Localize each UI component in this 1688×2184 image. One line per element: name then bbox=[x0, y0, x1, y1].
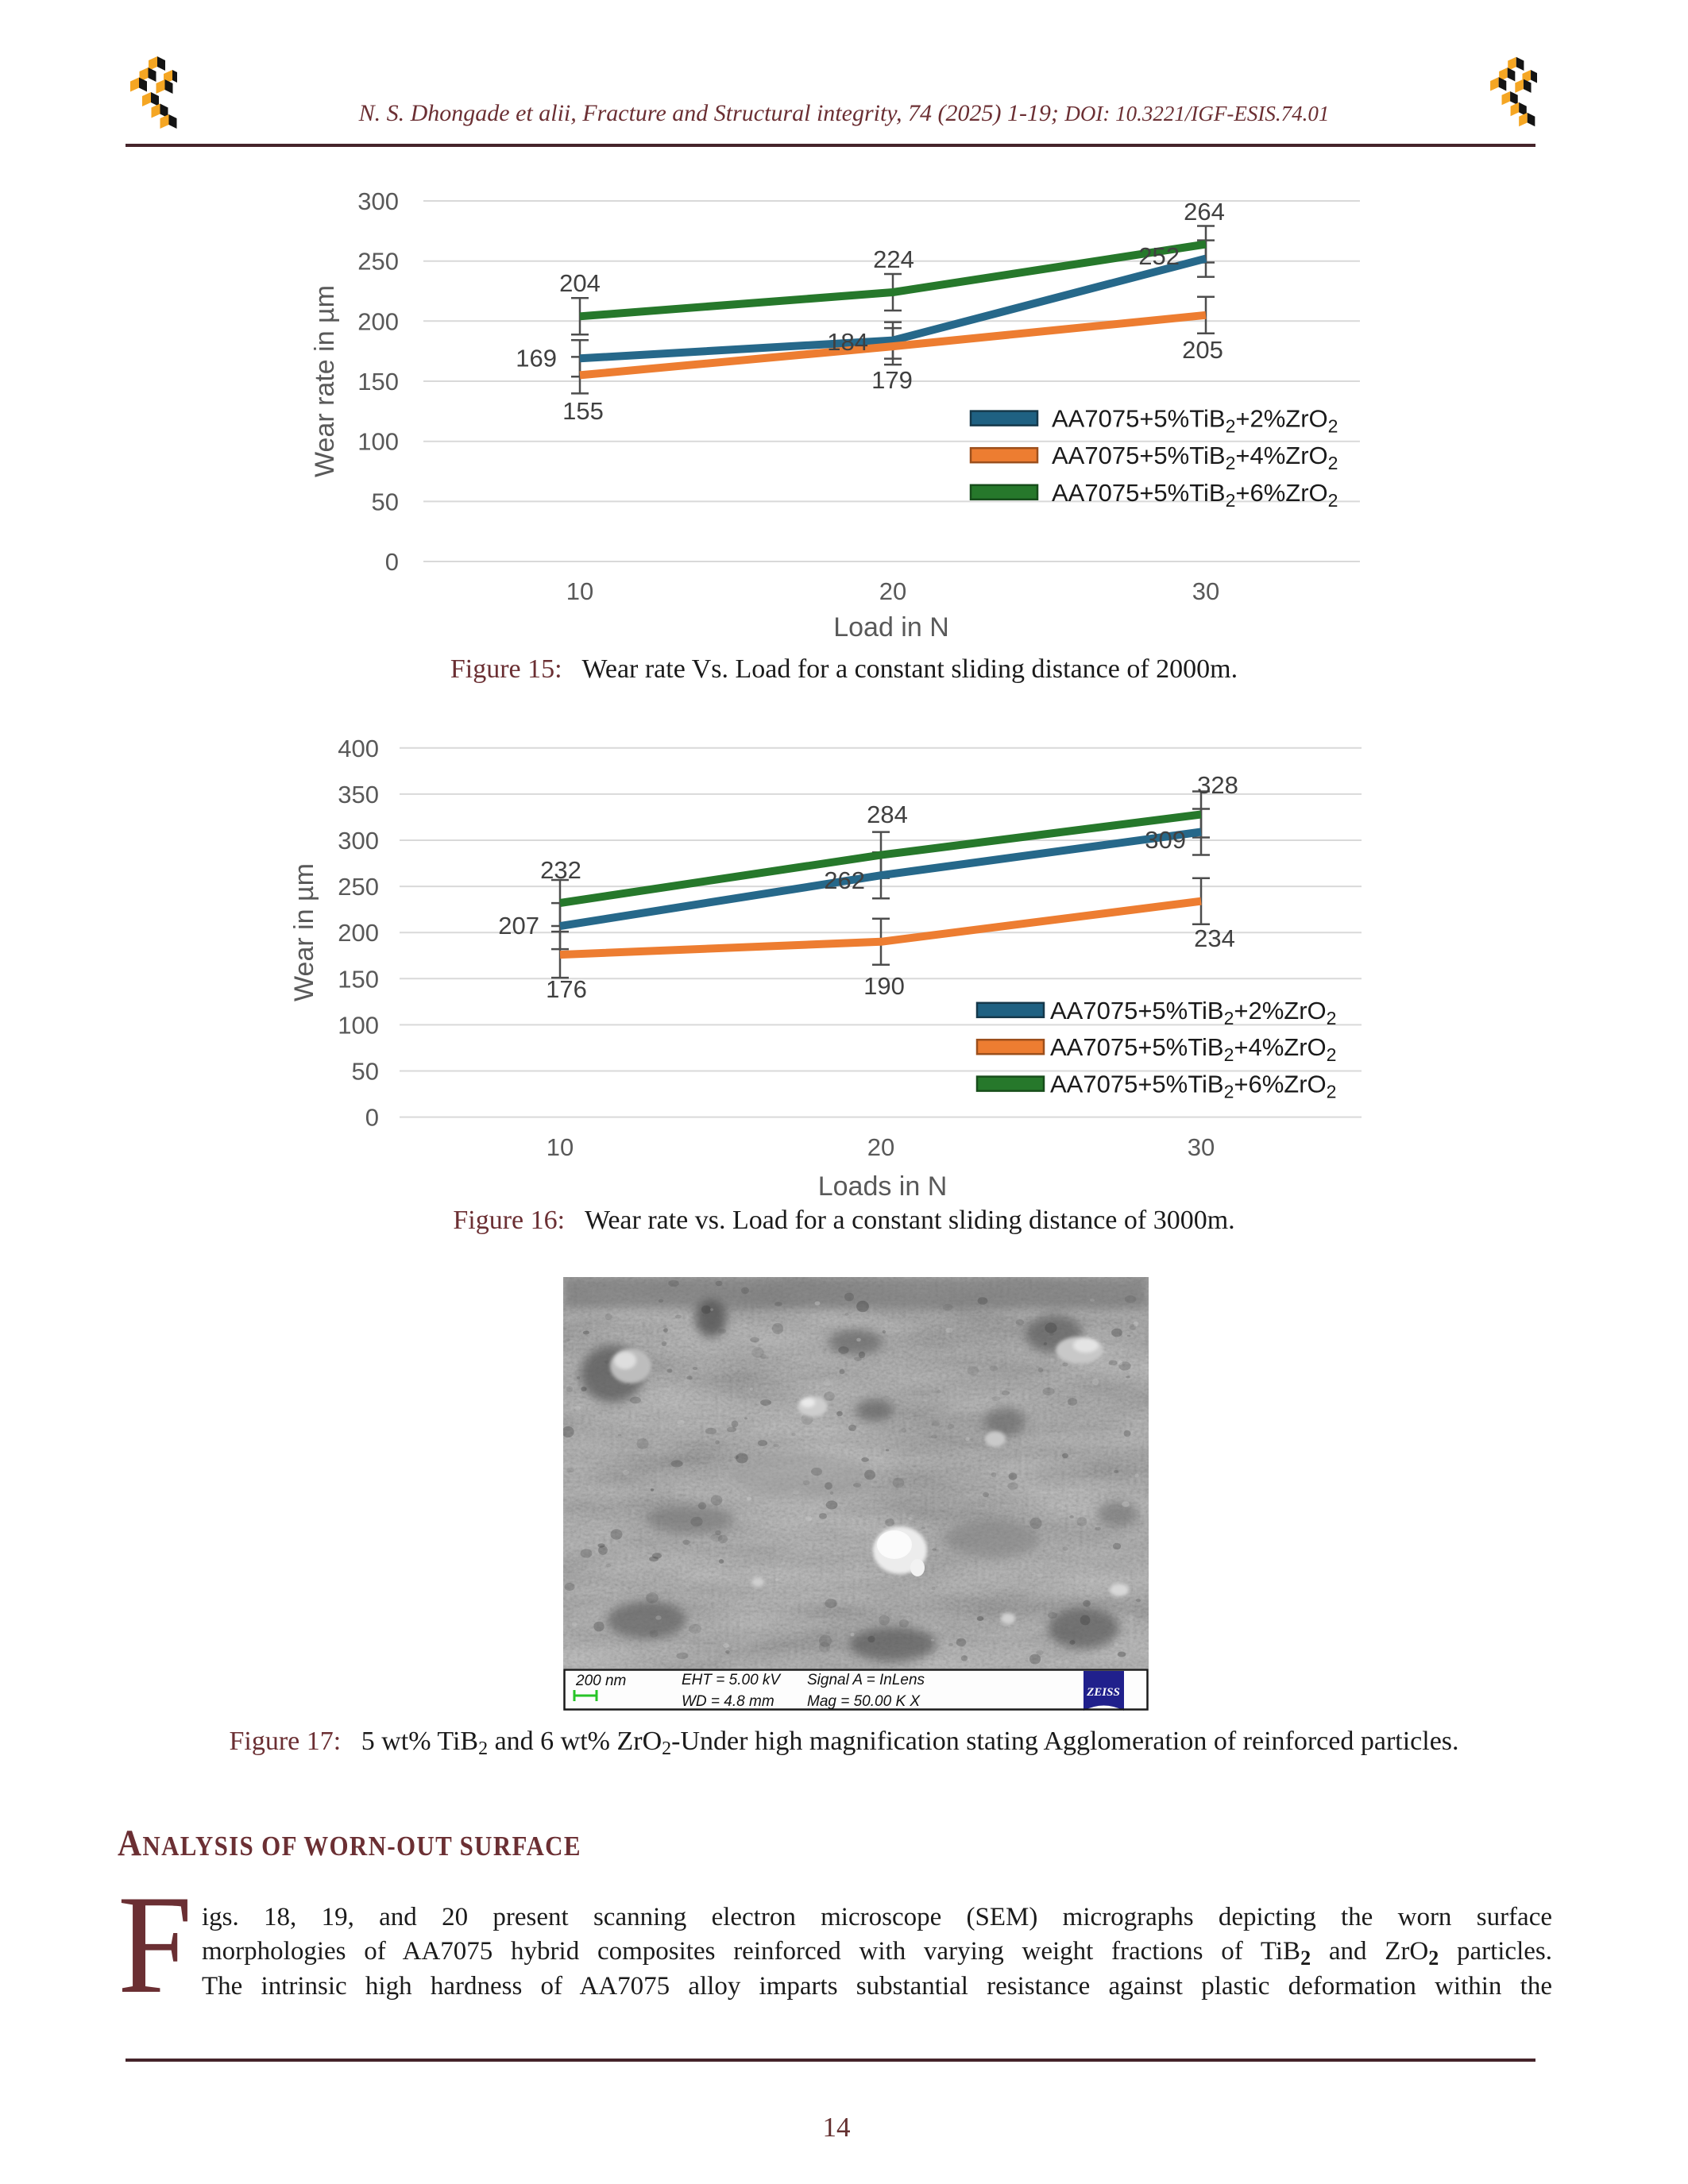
svg-text:309: 309 bbox=[1145, 826, 1186, 854]
svg-text:204: 204 bbox=[559, 269, 601, 297]
svg-text:AA7075+5%TiB2+2%ZrO2: AA7075+5%TiB2+2%ZrO2 bbox=[1052, 405, 1338, 437]
svg-text:205: 205 bbox=[1182, 336, 1223, 364]
svg-text:0: 0 bbox=[385, 548, 399, 576]
svg-text:350: 350 bbox=[338, 781, 379, 808]
svg-text:AA7075+5%TiB2+2%ZrO2: AA7075+5%TiB2+2%ZrO2 bbox=[1050, 997, 1336, 1028]
svg-text:179: 179 bbox=[871, 366, 913, 394]
svg-text:AA7075+5%TiB2+4%ZrO2: AA7075+5%TiB2+4%ZrO2 bbox=[1052, 442, 1338, 473]
svg-text:10: 10 bbox=[547, 1133, 574, 1161]
svg-text:AA7075+5%TiB2+6%ZrO2: AA7075+5%TiB2+6%ZrO2 bbox=[1050, 1071, 1336, 1102]
svg-text:Loads in N: Loads in N bbox=[818, 1171, 948, 1202]
svg-text:100: 100 bbox=[338, 1011, 379, 1039]
svg-text:200: 200 bbox=[357, 307, 399, 335]
svg-text:AA7075+5%TiB2+6%ZrO2: AA7075+5%TiB2+6%ZrO2 bbox=[1052, 479, 1338, 511]
svg-text:50: 50 bbox=[372, 488, 399, 515]
svg-text:207: 207 bbox=[498, 912, 539, 940]
svg-text:250: 250 bbox=[357, 248, 399, 276]
svg-text:Load in N: Load in N bbox=[833, 612, 949, 642]
svg-text:234: 234 bbox=[1194, 924, 1235, 952]
svg-text:Wear rate in µm: Wear rate in µm bbox=[310, 285, 340, 477]
svg-text:Mag = 50.00 K X: Mag = 50.00 K X bbox=[807, 1693, 921, 1710]
svg-text:AA7075+5%TiB2+4%ZrO2: AA7075+5%TiB2+4%ZrO2 bbox=[1050, 1033, 1336, 1065]
svg-text:10: 10 bbox=[566, 577, 593, 605]
svg-text:155: 155 bbox=[562, 397, 604, 425]
svg-text:262: 262 bbox=[824, 866, 865, 894]
svg-text:224: 224 bbox=[873, 245, 914, 273]
svg-text:176: 176 bbox=[546, 975, 587, 1003]
svg-text:200: 200 bbox=[338, 919, 379, 947]
svg-text:400: 400 bbox=[338, 735, 379, 762]
svg-text:0: 0 bbox=[365, 1104, 379, 1132]
svg-text:184: 184 bbox=[827, 328, 868, 356]
svg-text:190: 190 bbox=[863, 972, 905, 1000]
svg-text:Signal A = InLens: Signal A = InLens bbox=[807, 1672, 925, 1688]
svg-text:284: 284 bbox=[867, 801, 908, 828]
svg-text:30: 30 bbox=[1188, 1133, 1215, 1161]
svg-text:50: 50 bbox=[352, 1058, 379, 1086]
svg-text:20: 20 bbox=[879, 577, 906, 605]
svg-text:232: 232 bbox=[540, 856, 581, 884]
svg-text:WD = 4.8 mm: WD = 4.8 mm bbox=[682, 1693, 774, 1710]
svg-text:EHT = 5.00 kV: EHT = 5.00 kV bbox=[682, 1672, 782, 1688]
svg-text:328: 328 bbox=[1197, 771, 1238, 799]
svg-text:100: 100 bbox=[357, 428, 399, 456]
svg-text:150: 150 bbox=[357, 368, 399, 396]
svg-text:264: 264 bbox=[1184, 198, 1225, 226]
svg-text:150: 150 bbox=[338, 965, 379, 993]
svg-text:200 nm: 200 nm bbox=[575, 1673, 626, 1689]
svg-text:300: 300 bbox=[357, 187, 399, 215]
svg-text:20: 20 bbox=[867, 1133, 894, 1161]
svg-text:300: 300 bbox=[338, 827, 379, 855]
svg-text:169: 169 bbox=[516, 344, 557, 372]
svg-text:ZEISS: ZEISS bbox=[1086, 1686, 1120, 1699]
svg-text:252: 252 bbox=[1138, 242, 1180, 270]
svg-text:Wear in µm: Wear in µm bbox=[289, 863, 319, 1001]
svg-text:30: 30 bbox=[1192, 577, 1219, 605]
svg-text:250: 250 bbox=[338, 873, 379, 901]
